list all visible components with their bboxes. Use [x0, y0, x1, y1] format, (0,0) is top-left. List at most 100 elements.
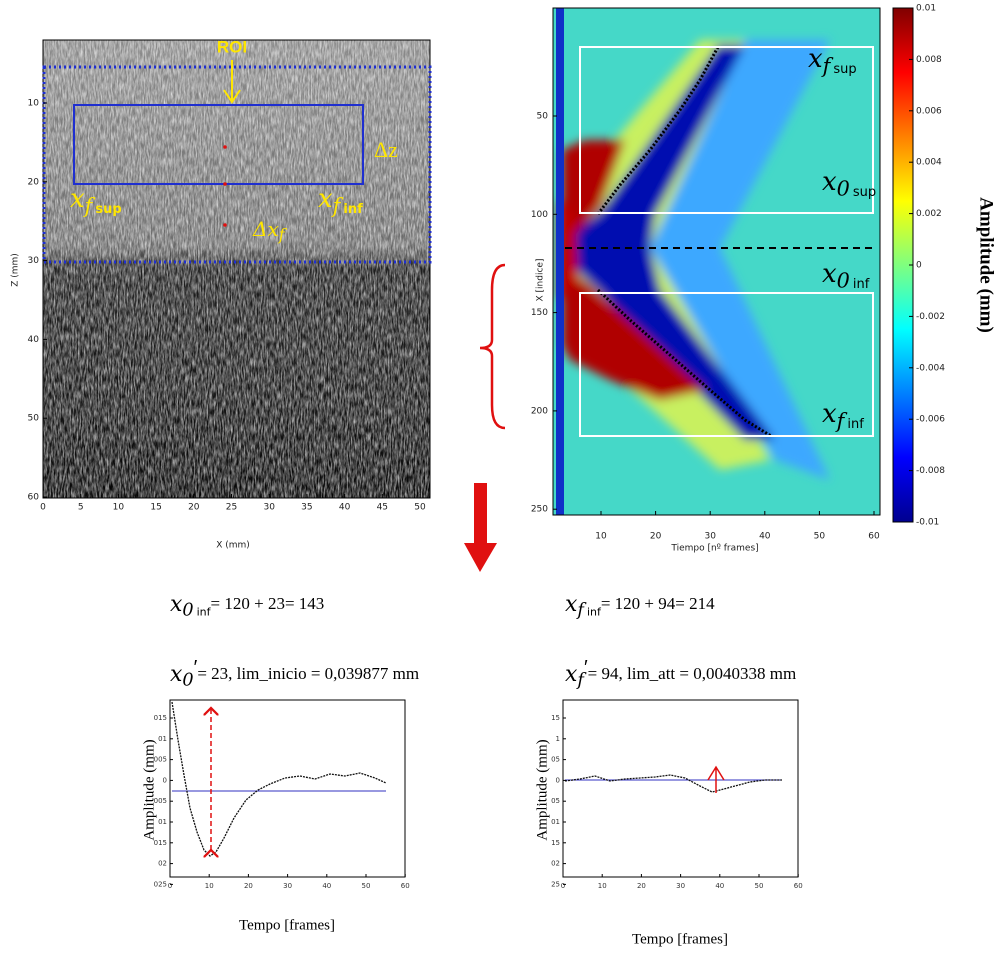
colorbar-tick-label: 0.008 [916, 55, 942, 65]
equation-text: = 23, lim_inicio = 0,039877 mm [197, 664, 419, 683]
y-tick-label: 015 [154, 839, 167, 847]
y-tick-label: 02 [158, 860, 167, 868]
z-tick-label: 40 [28, 335, 40, 345]
x-tick-label: 40 [759, 532, 771, 542]
symbol: x [318, 184, 333, 214]
x-tick-label: 60 [401, 882, 410, 890]
y-tick-label: 015 [154, 714, 167, 722]
arrow-shaft [474, 483, 487, 543]
colorbar-tick-label: -0.002 [916, 312, 945, 322]
index: inf [197, 606, 212, 619]
x-tick-label: 30 [676, 882, 685, 890]
bracket [479, 263, 506, 430]
x-tick-label: 45 [377, 503, 388, 513]
y-tick-label: 50 [537, 112, 549, 122]
equation-text: = 94, lim_att = 0,0040338 mm [588, 664, 797, 683]
math-label: Δxf [252, 217, 288, 244]
y-tick-label: 200 [531, 406, 548, 416]
colorbar: Amplitude (mm) [892, 7, 997, 523]
z-axis-label: Z (mm) [11, 253, 21, 287]
index: inf [853, 277, 870, 292]
index: sup [853, 185, 876, 200]
x-axis-label: Tempo [frames] [632, 931, 728, 947]
equation-text: = 120 + 94= 214 [601, 594, 715, 613]
frame [42, 39, 431, 499]
z-tick-label: 50 [28, 414, 40, 424]
lower-window [579, 292, 874, 437]
point [223, 182, 227, 186]
colorbar-tick-label: -0.008 [916, 466, 945, 476]
index: inf [343, 202, 363, 217]
range-arrow [707, 765, 725, 793]
x-tick-label: 5 [78, 503, 84, 513]
index: inf [587, 606, 602, 619]
math-label: x0 sup [822, 167, 876, 200]
math-label: xf sup [808, 44, 857, 77]
subscript: f [575, 601, 587, 621]
z-tick-label: 10 [28, 99, 40, 109]
symbol: x [565, 592, 578, 617]
x-axis-label: Tiempo [nº frames] [670, 544, 758, 554]
x-axis-label: X (mm) [216, 541, 250, 551]
y-tick-label: 0 [556, 776, 560, 784]
index: sup [833, 62, 856, 77]
prime: ′ [194, 657, 198, 679]
y-tick-label: 005 [154, 756, 167, 764]
x-tick-label: 0 [561, 882, 565, 890]
roi-arrowhead [223, 89, 241, 104]
y-tick-label: 25 [551, 880, 560, 888]
y-tick-label: 005 [154, 797, 167, 805]
x-tick-label: 50 [755, 882, 764, 890]
front-lower [596, 288, 772, 438]
delta-z: Δz [374, 137, 398, 162]
subscript: f [278, 225, 288, 244]
ultrasound-panel: ROI Δz X (mm) Z (mm) [11, 37, 432, 551]
x-tick-label: 10 [595, 532, 607, 542]
y-axis-label: X [indice] [536, 259, 546, 302]
x-tick-label: 10 [598, 882, 607, 890]
x-tick-label: 15 [150, 503, 161, 513]
subscript: 0 [182, 671, 193, 691]
frame [562, 699, 799, 878]
symbol: x [822, 259, 837, 289]
speckle [43, 40, 430, 498]
y-axis-label: Amplitude (mm) [141, 739, 157, 840]
symbol: x [565, 662, 578, 687]
frame [552, 7, 881, 516]
y-tick-label: 250 [531, 505, 548, 515]
x-tick-label: 20 [650, 532, 662, 542]
x-tick-label: 25 [226, 503, 237, 513]
x-tick-label: 60 [868, 532, 880, 542]
y-tick-label: 100 [531, 210, 548, 220]
equation-text: = 120 + 23= 143 [211, 594, 325, 613]
colorbar-tick-label: -0.006 [916, 415, 945, 425]
upper-window [579, 46, 874, 214]
symbol: x [170, 592, 183, 617]
plot-right: Amplitude (mm) Tempo [frames] [534, 699, 799, 947]
y-tick-label: 15 [551, 839, 560, 847]
x-tick-label: 30 [283, 882, 292, 890]
x-tick-label: 50 [362, 882, 371, 890]
x-tick-label: 0 [168, 882, 172, 890]
y-tick-label: 01 [158, 818, 167, 826]
y-tick-label: 025 [154, 880, 167, 888]
colorbar-tick-label: 0.002 [916, 209, 942, 219]
colorbar-tick-label: -0.004 [916, 363, 945, 373]
symbol: x [170, 662, 183, 687]
subscript: 0 [837, 176, 850, 200]
symbol: x [70, 184, 85, 214]
x-tick-label: 40 [715, 882, 724, 890]
y-tick-label: 1 [556, 735, 560, 743]
z-tick-label: 30 [28, 256, 40, 266]
curve [564, 774, 782, 793]
x-tick-label: 50 [414, 503, 426, 513]
x-tick-label: 10 [205, 882, 214, 890]
colorbar-tick-label: 0.01 [916, 4, 936, 14]
x-tick-label: 50 [814, 532, 826, 542]
x-tick-label: 30 [704, 532, 716, 542]
colorbar-tick-label: 0.004 [916, 158, 942, 168]
colorbar-tick-label: 0 [916, 261, 922, 271]
y-tick-label: 01 [551, 818, 560, 826]
index: inf [847, 417, 864, 432]
